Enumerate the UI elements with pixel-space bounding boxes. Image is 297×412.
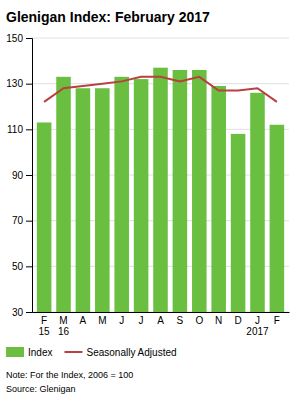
- x-tick: J: [139, 312, 144, 326]
- bar: [173, 70, 188, 312]
- bar: [76, 88, 91, 312]
- line: [44, 77, 277, 102]
- x-tick-label: D: [234, 315, 241, 326]
- bar: [114, 77, 129, 312]
- y-axis-line: [26, 39, 33, 313]
- bar: [270, 125, 285, 312]
- annotation: Source: Glenigan: [6, 384, 76, 394]
- marks: [37, 68, 284, 312]
- x-tick-label: M: [98, 315, 106, 326]
- y-axis: 30 50 70 90 110 130 150: [6, 33, 32, 318]
- x-tick-label: F: [274, 315, 280, 326]
- x-tick: A: [80, 312, 87, 326]
- x-tick-label: S: [177, 315, 184, 326]
- legend-label: Seasonally Adjusted: [86, 347, 176, 358]
- bar-series: [37, 68, 284, 312]
- annotation: Note: For the Index, 2006 = 100: [6, 370, 133, 380]
- bar: [250, 93, 265, 312]
- x-tick-label: A: [80, 315, 87, 326]
- legend-item: Index: [6, 347, 52, 358]
- x-tick: S: [177, 312, 184, 326]
- bar: [95, 88, 110, 312]
- y-tick-mark: [26, 266, 32, 267]
- legend: Index Seasonally Adjusted: [6, 347, 177, 358]
- y-tick-label: 130: [6, 78, 23, 89]
- y-tick-mark: [26, 38, 32, 39]
- plot-area: 30507090110130150F15M16AMJJASONDJ2017F: [6, 33, 289, 337]
- x-tick-label: J: [139, 315, 144, 326]
- x-tick: J2017: [246, 312, 269, 337]
- y-tick-label: 110: [7, 124, 23, 135]
- bar: [153, 68, 168, 312]
- bar: [56, 77, 71, 312]
- bar: [134, 79, 149, 312]
- x-tick: A: [157, 312, 164, 326]
- x-tick: M16: [58, 312, 70, 337]
- x-tick-label: O: [195, 315, 203, 326]
- x-tick: N: [215, 312, 222, 326]
- bar: [211, 86, 226, 312]
- bar: [37, 122, 52, 312]
- x-tick-label: J2017: [246, 315, 269, 337]
- y-tick-mark: [26, 221, 32, 222]
- y-tick-mark: [26, 129, 32, 130]
- y-tick: 110: [7, 124, 32, 135]
- x-tick-label: N: [215, 315, 222, 326]
- grid-line: [32, 38, 289, 39]
- y-tick-label: 70: [12, 215, 24, 226]
- title: Glenigan Index: February 2017: [6, 9, 210, 25]
- y-tick-mark: [26, 84, 32, 85]
- y-tick-mark: [26, 312, 32, 313]
- y-tick-label: 150: [6, 33, 23, 44]
- x-tick-label: F15: [39, 315, 51, 337]
- x-tick-label: A: [157, 315, 164, 326]
- legend-swatch: [64, 351, 82, 353]
- legend-item: Seasonally Adjusted: [64, 347, 176, 358]
- x-tick: F15: [39, 312, 51, 337]
- y-tick: 150: [6, 33, 32, 44]
- y-tick-label: 50: [12, 261, 24, 272]
- y-tick: 130: [6, 78, 32, 89]
- y-tick-label: 90: [12, 170, 24, 181]
- x-tick: D: [234, 312, 241, 326]
- legend-swatch: [6, 347, 24, 357]
- y-tick: 50: [12, 261, 32, 272]
- y-tick-mark: [26, 175, 32, 176]
- y-tick: 30: [12, 307, 32, 318]
- x-tick: J: [119, 312, 124, 326]
- grid: [32, 38, 289, 312]
- x-tick-label: M16: [58, 315, 70, 337]
- bar: [231, 134, 246, 312]
- x-tick: O: [195, 312, 203, 326]
- bar: [192, 70, 207, 312]
- x-axis-line: [33, 312, 290, 313]
- y-tick-label: 30: [12, 307, 24, 318]
- legend-label: Index: [28, 347, 52, 358]
- y-tick: 70: [12, 215, 32, 226]
- x-axis: F15M16AMJJASONDJ2017F: [33, 312, 290, 337]
- y-tick: 90: [12, 170, 32, 181]
- x-tick: M: [98, 312, 106, 326]
- chart: Glenigan Index: February 2017 30 50 70 90 110…: [0, 0, 297, 412]
- x-tick-label: J: [119, 315, 124, 326]
- x-tick: F: [274, 312, 280, 326]
